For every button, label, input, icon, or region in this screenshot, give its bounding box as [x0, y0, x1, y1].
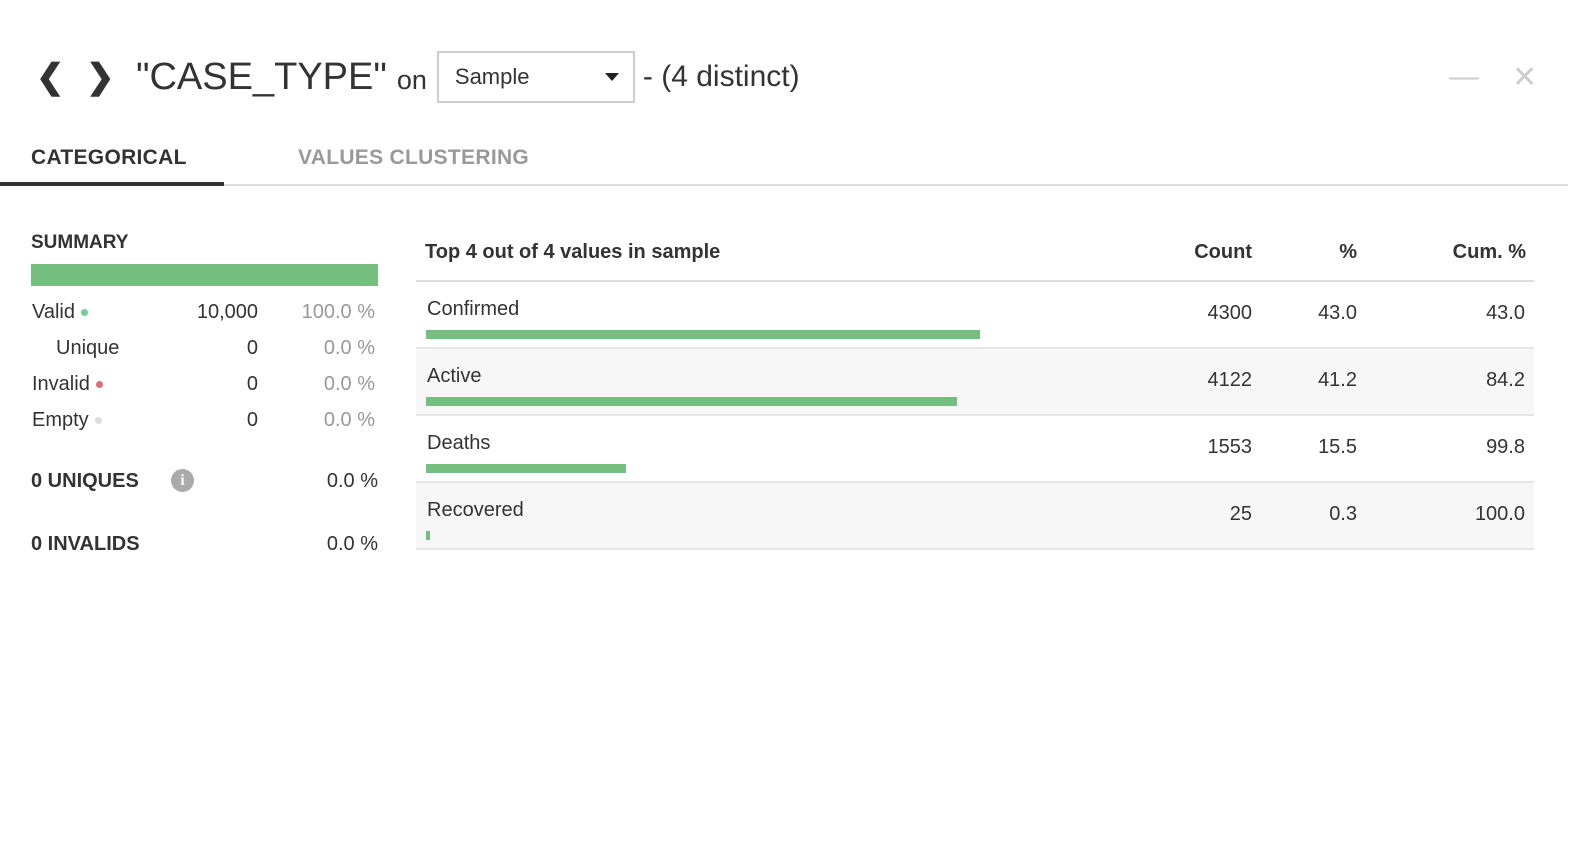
valid-dot-icon: [81, 309, 88, 317]
header-cum[interactable]: Cum. %: [1452, 241, 1526, 263]
close-icon[interactable]: ✕: [1512, 61, 1538, 94]
tab-bar: CATEGORICAL VALUES CLUSTERING: [0, 140, 1568, 186]
invalids-label: 0 INVALIDS: [31, 533, 140, 555]
uniques-pct: 0.0 %: [326, 470, 378, 492]
table-row[interactable]: Recovered 25 0.3 100.0: [416, 483, 1534, 550]
distinct-count: - (4 distinct): [642, 60, 800, 93]
invalids-row: 0 INVALIDS 0.0 %: [31, 529, 378, 559]
pct: 100.0 %: [301, 301, 375, 323]
tab-categorical[interactable]: CATEGORICAL: [0, 146, 224, 186]
value: 0: [246, 409, 258, 431]
value-cum: 84.2: [1486, 369, 1525, 391]
values-table: Top 4 out of 4 values in sample Count % …: [416, 230, 1534, 550]
table-row[interactable]: Confirmed 4300 43.0 43.0: [416, 282, 1534, 349]
label: Unique: [56, 337, 120, 359]
column-title: "CASE_TYPE": [136, 55, 387, 98]
table-title: Top 4 out of 4 values in sample: [425, 241, 721, 263]
value-cum: 99.8: [1486, 436, 1525, 458]
uniques-row: 0 UNIQUES i 0.0 %: [31, 466, 378, 496]
table-header: Top 4 out of 4 values in sample Count % …: [416, 230, 1534, 282]
value-cum: 43.0: [1486, 302, 1525, 324]
value-count: 4122: [1207, 369, 1253, 391]
value-bar: [426, 531, 430, 540]
invalids-pct: 0.0 %: [326, 533, 378, 555]
empty-dot-icon: [94, 417, 102, 425]
uniques-label: 0 UNIQUES: [31, 470, 139, 492]
header-pct[interactable]: %: [1339, 241, 1357, 263]
value: 0: [246, 373, 258, 395]
value-pct: 43.0: [1318, 302, 1357, 324]
value-count: 4300: [1207, 302, 1253, 324]
chevron-right-icon[interactable]: ❯: [86, 58, 115, 96]
value-name: Deaths: [427, 432, 491, 454]
value: 0: [246, 337, 258, 359]
summary-row-unique: Unique 0 0.0 %: [31, 330, 378, 366]
sample-select-value: Sample: [454, 64, 530, 89]
summary-panel: SUMMARY Valid 10,000 100.0 % Unique 0 0.0 % …: [31, 232, 378, 559]
sample-select[interactable]: Sample: [436, 51, 635, 103]
invalid-dot-icon: [95, 381, 103, 389]
value-cum: 100.0: [1474, 503, 1525, 525]
header-count[interactable]: Count: [1194, 241, 1252, 263]
summary-title: SUMMARY: [31, 232, 129, 253]
header: ❮ ❯ "CASE_TYPE" on Sample - (4 distinct): [36, 50, 800, 104]
value-bar: [426, 464, 626, 473]
summary-row-empty: Empty 0 0.0 %: [31, 402, 378, 438]
minimize-icon[interactable]: —: [1449, 60, 1479, 93]
value-count: 1553: [1207, 436, 1253, 458]
value-pct: 0.3: [1329, 503, 1357, 525]
pct: 0.0 %: [323, 337, 375, 359]
summary-row-invalid: Invalid 0 0.0 %: [31, 366, 378, 402]
value-name: Recovered: [427, 499, 524, 521]
value-name: Active: [427, 365, 482, 387]
table-row[interactable]: Active 4122 41.2 84.2: [416, 349, 1534, 416]
tab-values-clustering[interactable]: VALUES CLUSTERING: [298, 146, 530, 169]
value-pct: 41.2: [1318, 369, 1357, 391]
pct: 0.0 %: [323, 409, 375, 431]
value-name: Confirmed: [427, 298, 520, 320]
label: Valid: [32, 301, 75, 323]
pct: 0.0 %: [323, 373, 375, 395]
info-icon[interactable]: i: [171, 469, 194, 492]
value-pct: 15.5: [1318, 436, 1357, 458]
label: Empty: [32, 409, 89, 431]
label: Invalid: [32, 373, 90, 395]
on-label: on: [396, 64, 427, 95]
chevron-left-icon[interactable]: ❮: [36, 58, 65, 96]
valid-bar: [31, 264, 378, 286]
caret-down-icon: [604, 73, 619, 81]
value-bar: [426, 397, 957, 406]
table-row[interactable]: Deaths 1553 15.5 99.8: [416, 416, 1534, 483]
value: 10,000: [196, 301, 258, 323]
value-count: 25: [1229, 503, 1252, 525]
summary-row-valid: Valid 10,000 100.0 %: [31, 294, 378, 330]
value-bar: [426, 330, 980, 339]
